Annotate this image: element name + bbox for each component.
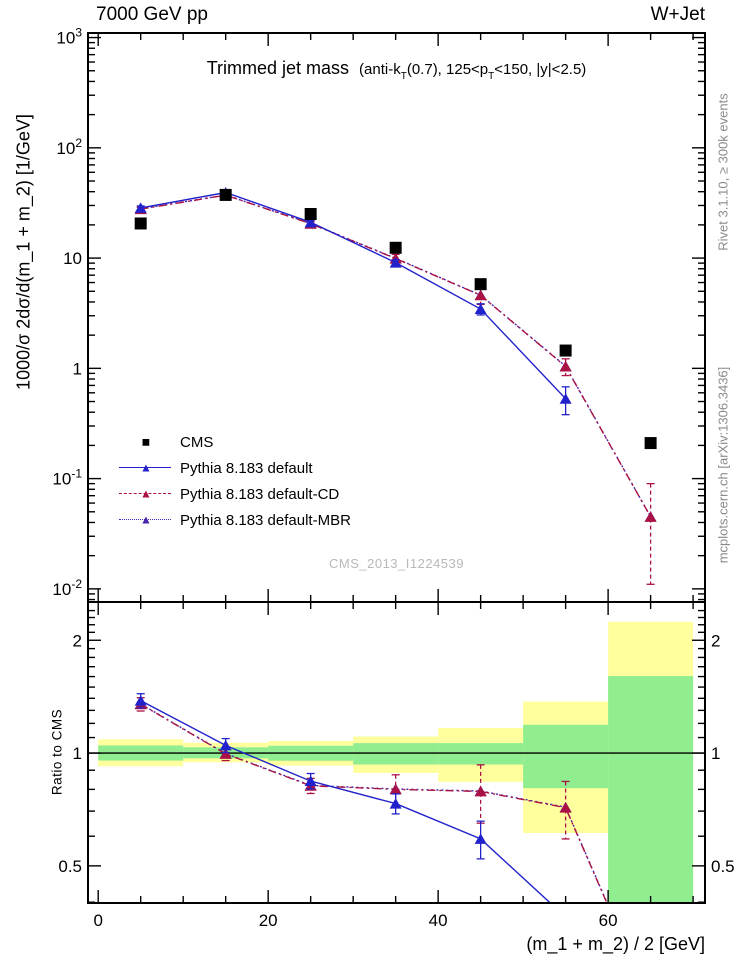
svg-text:10: 10 — [63, 249, 82, 268]
legend-item-pythia-mbr: ▲ Pythia 8.183 default-MBR — [119, 509, 351, 531]
plot-title-cuts: (anti-kT(0.7), 125<pT<150, |y|<2.5) — [359, 61, 587, 82]
y-axis-label-ratio: Ratio to CMS — [49, 708, 65, 796]
svg-text:10-2: 10-2 — [52, 577, 82, 599]
legend-item-pythia-cd: ▲ Pythia 8.183 default-CD — [119, 483, 339, 505]
svg-text:1: 1 — [73, 359, 82, 378]
mcplots-arxiv-note: mcplots.cern.ch [arXiv:1306.3436] — [715, 366, 731, 564]
series-pythia-8-183-default — [134, 187, 572, 416]
dashdot-line-triangle-marker-icon: ▲ — [119, 483, 173, 505]
plot-title-main: Trimmed jet mass — [206, 58, 350, 78]
axis-ticks — [88, 33, 705, 903]
svg-text:0: 0 — [93, 911, 102, 930]
cms-square-marker-icon: ■ — [141, 433, 151, 450]
svg-text:2: 2 — [73, 631, 82, 650]
dotted-line-triangle-marker-icon: ▲ — [119, 509, 173, 531]
watermark-analysis-id: CMS_2013_I1224539 — [329, 556, 464, 571]
svg-text:60: 60 — [599, 911, 618, 930]
solid-line-triangle-marker-icon: ▲ — [119, 457, 173, 479]
svg-text:0.5: 0.5 — [711, 857, 735, 876]
generator-version-note: Rivet 3.1.10, ≥ 300k events — [715, 93, 731, 251]
ratio-uncertainty-bands — [98, 621, 694, 903]
svg-text:2: 2 — [711, 631, 720, 650]
legend-item-pythia-default: ▲ Pythia 8.183 default — [119, 457, 313, 479]
plot-title: Trimmed jet mass (anti-kT(0.7), 125<pT<15… — [88, 58, 705, 82]
svg-text:102: 102 — [56, 136, 82, 158]
process-label: W+Jet — [650, 4, 705, 25]
svg-text:1: 1 — [711, 744, 720, 763]
beam-energy-label: 7000 GeV pp — [96, 4, 208, 25]
svg-text:103: 103 — [56, 26, 82, 48]
svg-text:20: 20 — [259, 911, 278, 930]
svg-text:1: 1 — [73, 744, 82, 763]
series-pythia-8-183-default — [134, 693, 552, 903]
legend-item-cms: ■ CMS — [119, 431, 214, 453]
svg-text:40: 40 — [429, 911, 448, 930]
x-axis-label: (m_1 + m_2) / 2 [GeV] — [526, 934, 705, 954]
series-cms — [134, 188, 657, 450]
y-axis-label-main: 1000/σ 2dσ/d(m_1 + m_2) [1/GeV] — [13, 114, 34, 390]
svg-text:0.5: 0.5 — [58, 857, 82, 876]
svg-text:10-1: 10-1 — [52, 467, 82, 489]
